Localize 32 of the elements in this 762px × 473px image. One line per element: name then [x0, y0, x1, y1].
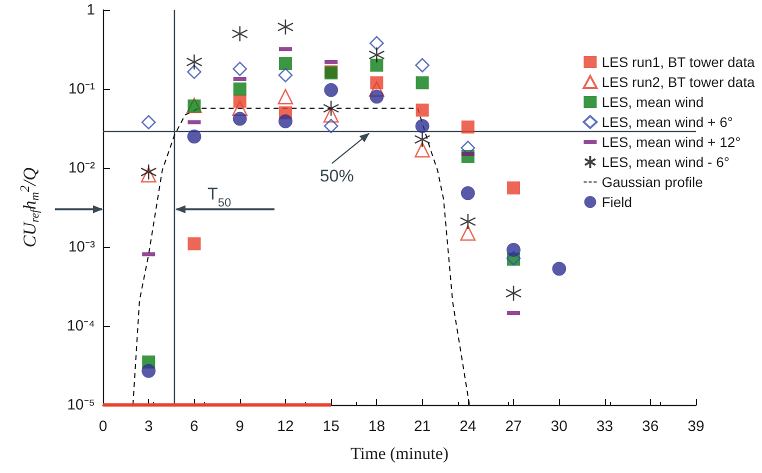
x-tick-label: 3: [144, 418, 153, 435]
annotation: T$_{50}$: [207, 184, 232, 210]
x-tick-label: 30: [550, 418, 568, 435]
legend-label: LES, mean wind - 6°: [602, 154, 730, 170]
y-tick-label: 10⁻⁵: [67, 396, 95, 414]
x-tick-label: 9: [236, 418, 244, 435]
x-axis-title: Time (minute): [350, 444, 449, 463]
x-tick-label: 6: [190, 418, 198, 435]
legend-label: LES run2, BT tower data: [602, 74, 755, 90]
y-tick-label: 1: [86, 2, 95, 18]
y-tick-label: 10⁻³: [68, 238, 95, 256]
x-tick-label: 21: [414, 418, 431, 435]
y-tick-label: 10⁻²: [68, 160, 95, 176]
legend-label: LES, mean wind + 6°: [602, 114, 733, 130]
y-tick-label: 10⁻¹: [68, 80, 95, 98]
x-tick-label: 24: [460, 418, 476, 435]
y-axis-title: CUrefhm2/Q: [17, 167, 42, 248]
x-tick-label: 27: [505, 418, 522, 435]
legend-label: LES run1, BT tower data: [602, 54, 755, 70]
x-tick-label: 39: [688, 418, 704, 435]
y-tick-label: 10⁻⁴: [66, 318, 95, 334]
x-tick-label: 18: [368, 418, 386, 435]
legend-label: Field: [602, 194, 632, 210]
x-tick-label: 15: [322, 418, 340, 435]
x-tick-label: 36: [642, 418, 659, 435]
legend-label: LES, mean wind: [602, 94, 704, 110]
legend-label: Gaussian profile: [602, 174, 704, 190]
legend-label: LES, mean wind + 12°: [602, 134, 741, 150]
x-tick-label: 0: [98, 418, 108, 435]
annotation: 50%: [320, 166, 354, 186]
x-tick-label: 12: [277, 418, 294, 435]
x-tick-label: 33: [596, 418, 614, 435]
